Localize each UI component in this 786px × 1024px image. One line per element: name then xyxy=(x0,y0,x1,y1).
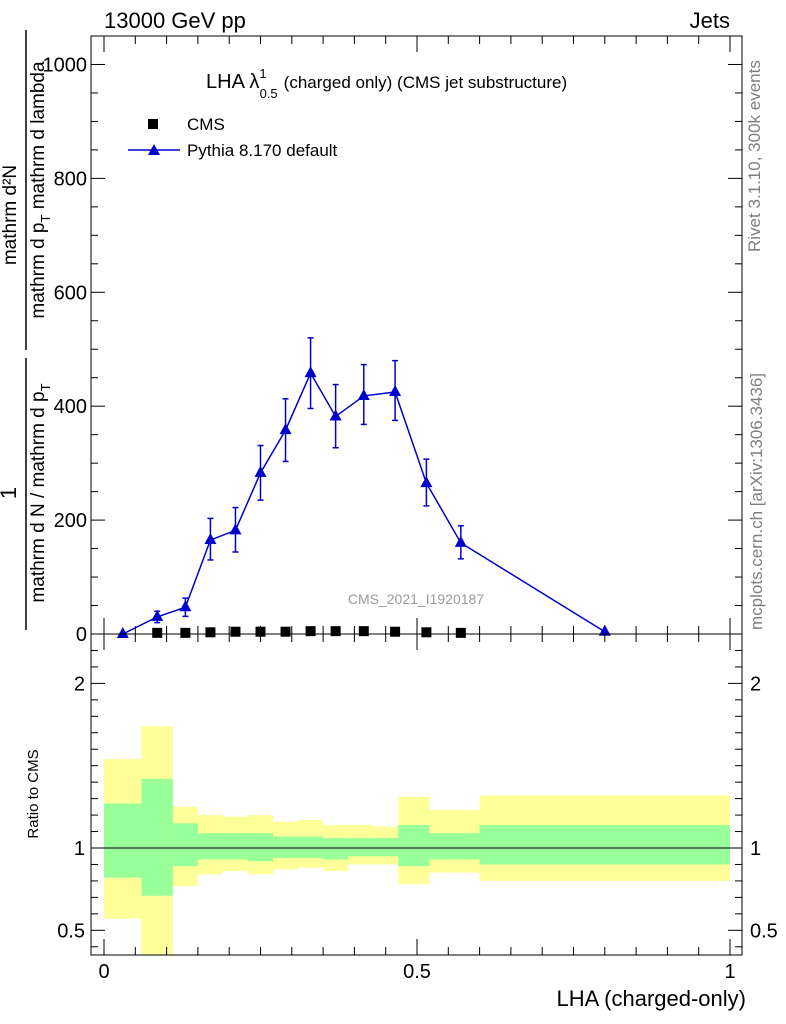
x-tick-labels: 0 0.5 1 xyxy=(98,961,735,983)
main-ytick-label: 1000 xyxy=(43,54,88,76)
ratio-frame xyxy=(90,633,743,956)
ylabel-den2-rest: mathrm d lambda xyxy=(28,61,49,215)
cms-point xyxy=(152,627,163,638)
analysis-watermark: CMS_2021_I1920187 xyxy=(348,591,484,607)
main-ytick-label: 200 xyxy=(54,510,87,532)
pythia-point xyxy=(598,624,611,636)
ylabel-den1-sub: T xyxy=(38,383,53,391)
cms-point xyxy=(421,627,432,638)
pythia-point xyxy=(329,409,342,421)
ratio-ytick-label: 0.5 xyxy=(57,920,85,942)
ratio-inner-band xyxy=(141,778,173,896)
ratio-inner-band xyxy=(247,833,274,862)
ratio-ylabel: Ratio to CMS xyxy=(25,749,42,838)
pythia-point xyxy=(151,609,164,621)
main-ytick-label: 400 xyxy=(54,396,87,418)
x-tick-label: 0.5 xyxy=(403,961,431,983)
rivet-label: Rivet 3.1.10, 300k events xyxy=(745,60,764,252)
header-right: Jets xyxy=(690,8,730,33)
main-ylabel: 1 mathrm d N / mathrm d pT mathrm d²N ma… xyxy=(0,30,53,630)
ratio-inner-band xyxy=(298,836,324,858)
ylabel-den2: mathrm d pT mathrm d lambda xyxy=(28,61,53,319)
main-series xyxy=(116,337,611,638)
pythia-point xyxy=(204,533,217,545)
legend-pythia-label: Pythia 8.170 default xyxy=(187,141,338,160)
ylabel-den2-text: mathrm d p xyxy=(28,222,49,318)
ratio-axis-ticks: 0.5 0.5 1 1 2 2 xyxy=(57,634,778,955)
legend-pythia-marker xyxy=(148,144,160,155)
x-tick-label: 1 xyxy=(724,961,735,983)
cms-point xyxy=(230,626,241,637)
x-tick-label: 0 xyxy=(98,961,109,983)
main-ytick-label: 600 xyxy=(54,282,87,304)
ratio-inner-band xyxy=(172,823,198,867)
ratio-ytick-label-right: 1 xyxy=(750,838,761,860)
ylabel-den1-text: mathrm d N / mathrm d p xyxy=(28,391,49,602)
ratio-inner-band xyxy=(323,838,349,860)
ylabel-den1: mathrm d N / mathrm d pT xyxy=(28,383,53,602)
ratio-ytick-label: 1 xyxy=(74,838,85,860)
ratio-inner-band xyxy=(479,824,730,865)
ratio-inner-band xyxy=(398,824,430,867)
main-axis-ticks: 0 200 400 600 800 1000 xyxy=(43,36,742,646)
main-ytick-label: 800 xyxy=(54,168,87,190)
ratio-inner-band xyxy=(373,838,399,857)
cms-point xyxy=(280,626,291,637)
ylabel-den2-sub: T xyxy=(38,214,53,222)
ratio-bands xyxy=(104,726,730,955)
ratio-inner-band xyxy=(429,833,480,860)
pythia-point xyxy=(454,535,467,547)
ratio-inner-band xyxy=(273,836,299,858)
cms-point xyxy=(205,627,216,638)
cms-point xyxy=(255,626,266,637)
pythia-point xyxy=(229,523,242,535)
main-ytick-label: 0 xyxy=(76,624,87,646)
plot-title-sub: 0.5 xyxy=(260,86,278,101)
header-left: 13000 GeV pp xyxy=(104,8,246,33)
ylabel-num2: mathrm d²N xyxy=(0,165,21,265)
pythia-point xyxy=(116,627,129,638)
pythia-point xyxy=(279,423,292,435)
cms-point xyxy=(330,626,341,637)
plot-title: LHA λ1 0.5 (charged only) (CMS jet substru… xyxy=(206,66,567,101)
ylabel-num1: 1 xyxy=(0,487,21,499)
legend: CMS Pythia 8.170 default xyxy=(128,115,338,160)
pythia-line xyxy=(122,371,606,635)
pythia-point xyxy=(420,476,433,488)
ratio-ytick-label: 2 xyxy=(74,673,85,695)
pythia-point xyxy=(304,366,317,378)
legend-cms-marker xyxy=(148,119,158,129)
ratio-inner-band xyxy=(197,833,223,860)
pythia-point xyxy=(389,384,402,396)
cms-point xyxy=(358,626,369,637)
plot-title-rest: (charged only) (CMS jet substructure) xyxy=(284,73,567,92)
plot-title-main: LHA λ xyxy=(206,71,259,93)
legend-cms-label: CMS xyxy=(187,115,225,134)
ratio-inner-band xyxy=(348,838,374,857)
ratio-ytick-label-right: 0.5 xyxy=(750,920,778,942)
ratio-inner-band xyxy=(104,803,142,878)
ratio-panel: 0.5 0.5 1 1 2 2 xyxy=(57,633,778,956)
ratio-inner-band xyxy=(222,833,248,860)
cms-point xyxy=(180,627,191,638)
pythia-point xyxy=(179,600,192,612)
mcplots-label: mcplots.cern.ch [arXiv:1306.3436] xyxy=(747,373,766,630)
pythia-point xyxy=(357,388,370,400)
ratio-ytick-label-right: 2 xyxy=(750,673,761,695)
cms-point xyxy=(455,627,466,638)
cms-point xyxy=(390,626,401,637)
plot-title-sup: 1 xyxy=(259,66,266,81)
cms-point xyxy=(305,626,316,637)
x-axis-label: LHA (charged-only) xyxy=(556,986,746,1011)
main-panel: LHA λ1 0.5 (charged only) (CMS jet substru… xyxy=(43,35,743,646)
pythia-point xyxy=(254,465,267,477)
